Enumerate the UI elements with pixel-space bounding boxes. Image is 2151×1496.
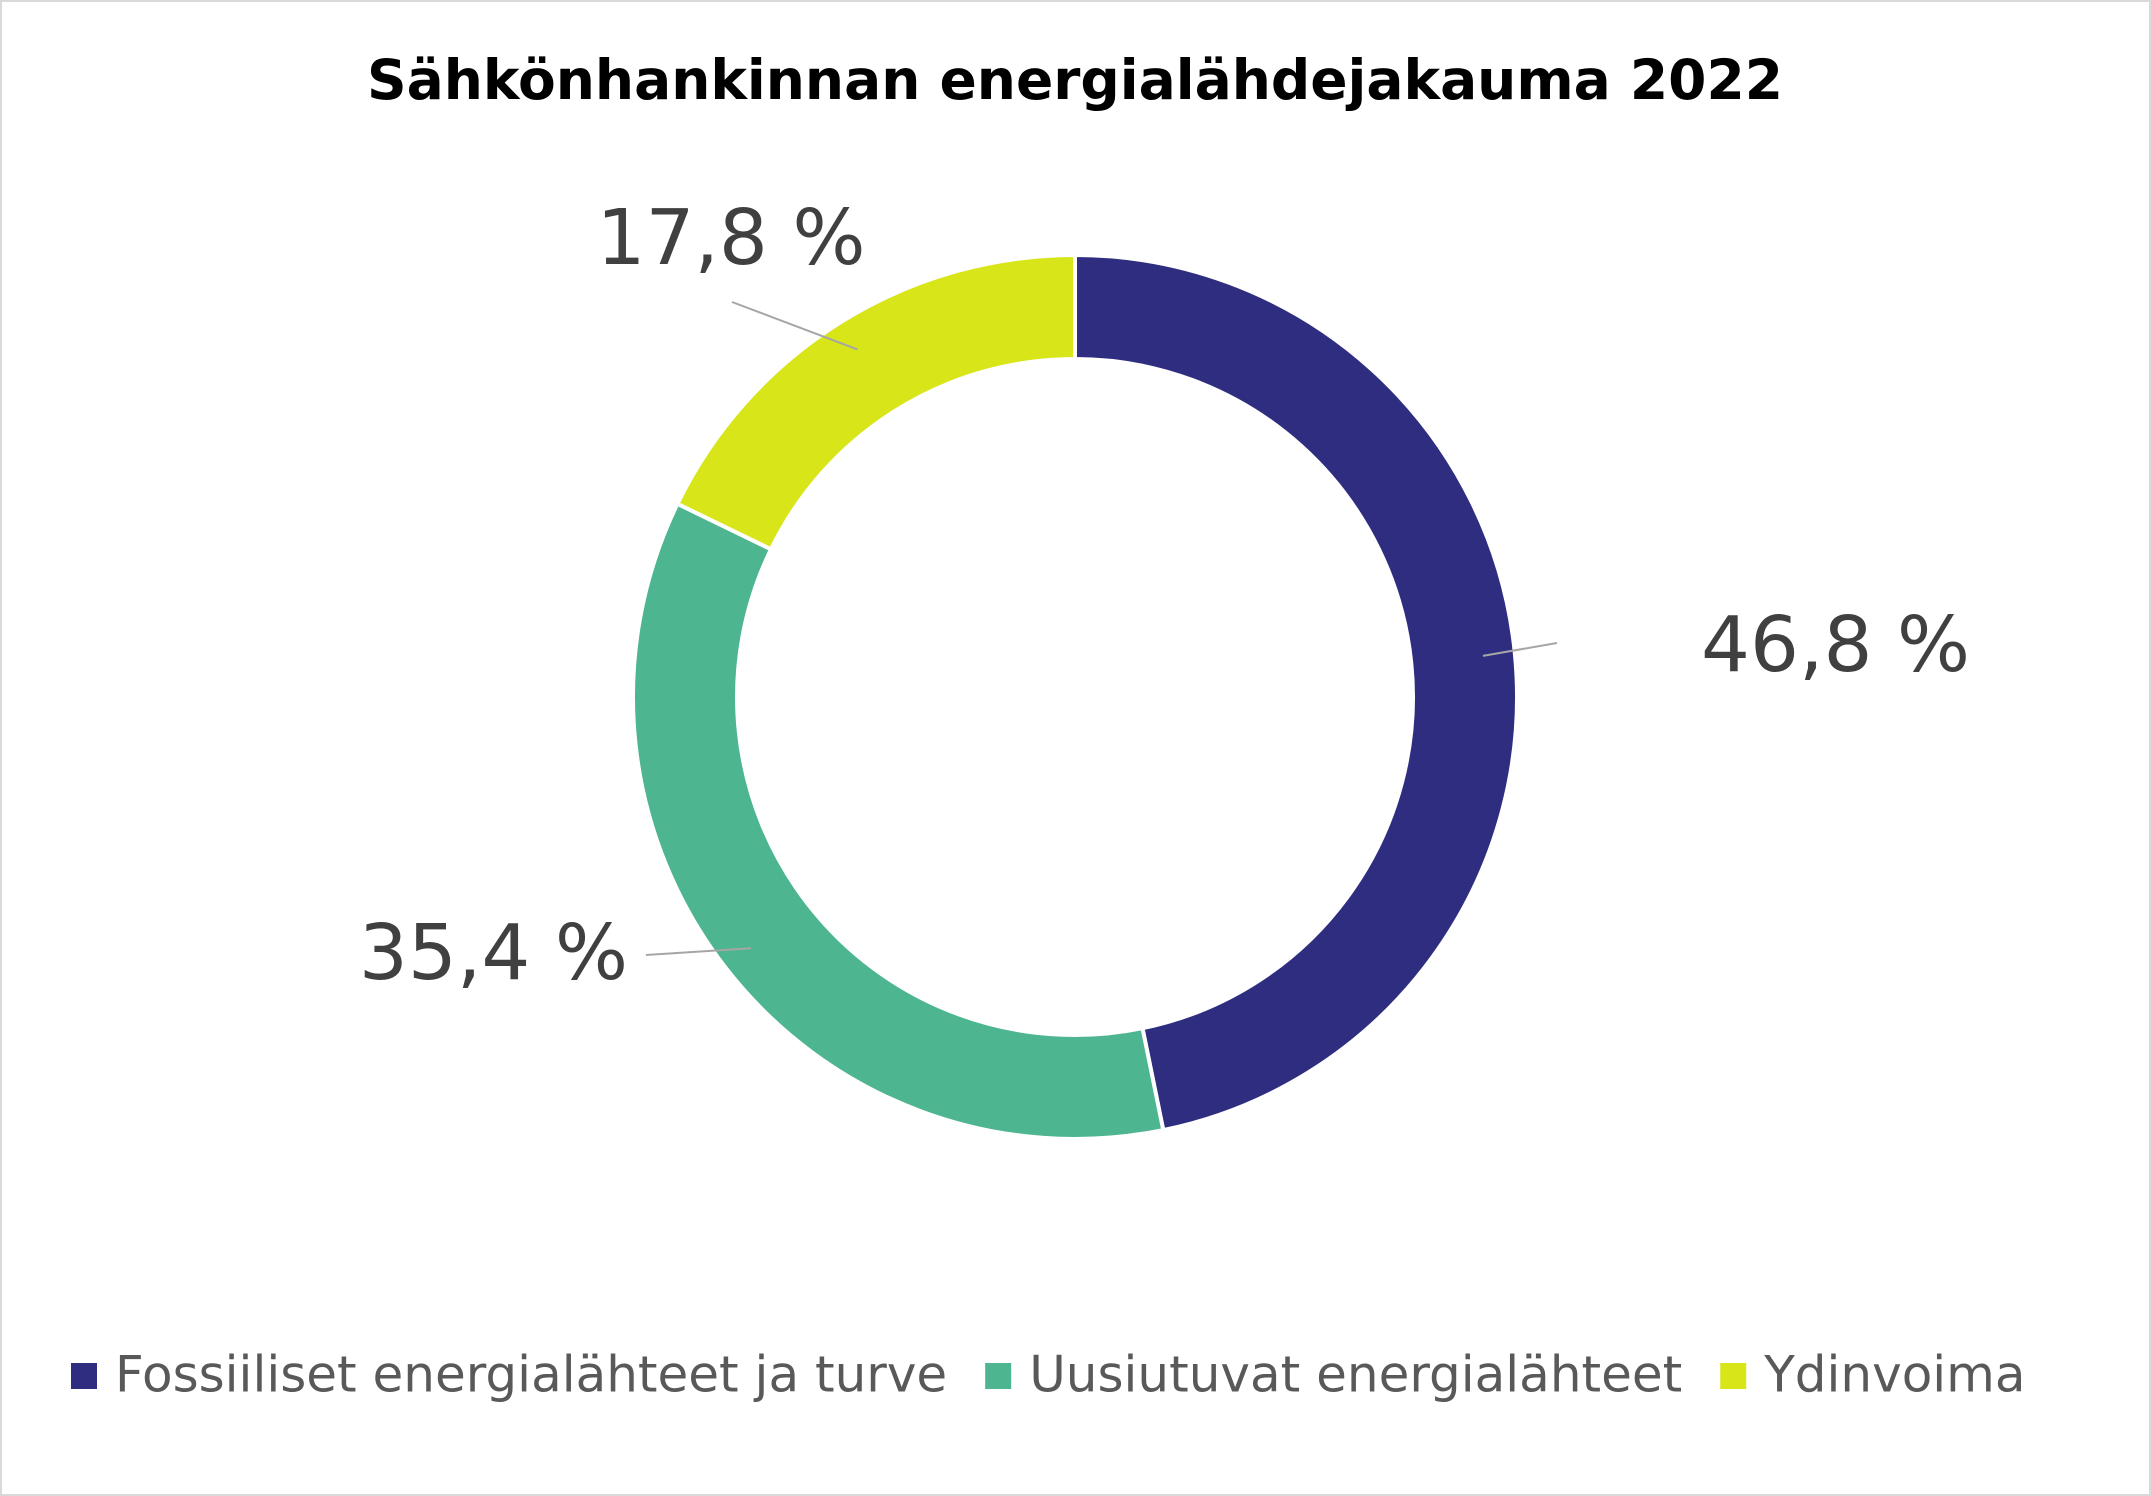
data-label: 46,8 % xyxy=(1701,601,1970,690)
data-label: 35,4 % xyxy=(359,909,628,998)
legend-label: Uusiutuvat energialähteet xyxy=(1029,1346,1682,1404)
donut-slice xyxy=(674,252,1077,552)
legend-swatch xyxy=(1720,1363,1747,1389)
leader-line xyxy=(731,301,858,351)
legend-label: Fossiiliset energialähteet ja turve xyxy=(115,1346,947,1404)
leader-line xyxy=(645,947,752,956)
legend-swatch xyxy=(985,1363,1012,1389)
data-label: 17,8 % xyxy=(596,194,865,283)
legend-swatch xyxy=(71,1363,97,1389)
donut-slice xyxy=(631,501,1166,1141)
legend-label: Ydinvoima xyxy=(1763,1346,2025,1404)
donut-slice xyxy=(1073,252,1520,1133)
chart-title: Sähkönhankinnan energialähdejakauma 2022 xyxy=(367,48,1783,112)
leader-line xyxy=(1482,642,1558,657)
